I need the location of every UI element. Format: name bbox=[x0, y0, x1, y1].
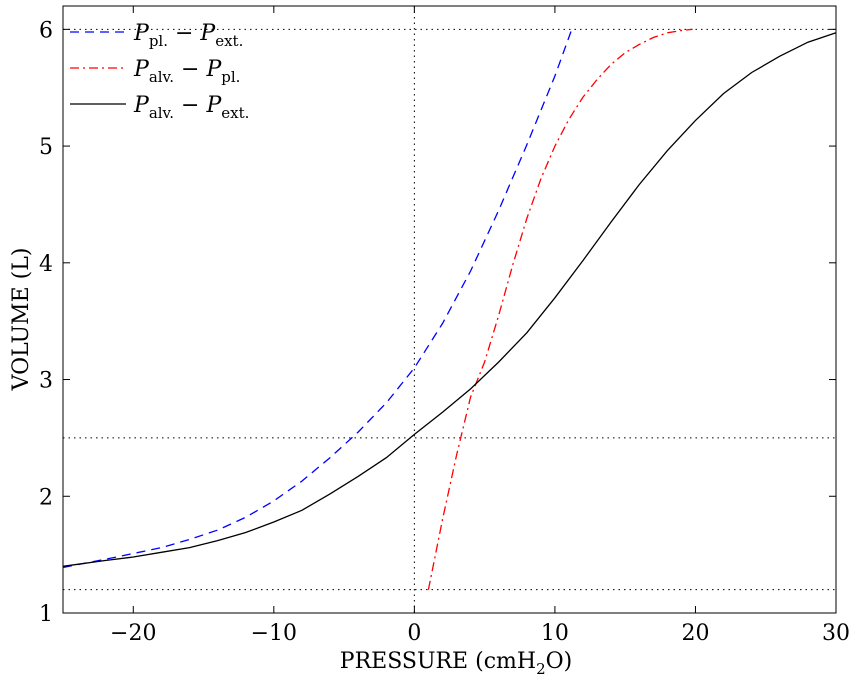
series-line-0 bbox=[62, 29, 573, 569]
legend: Ppl. − Pext. Palv. − Ppl. Palv. − Pext. bbox=[70, 21, 249, 122]
x-tick-label: −10 bbox=[251, 621, 297, 646]
series-group bbox=[62, 28, 837, 590]
x-tick-label: 10 bbox=[541, 621, 569, 646]
legend-label: Palv. − Pext. bbox=[133, 93, 249, 122]
y-tick-label: 3 bbox=[39, 369, 53, 394]
y-axis-label: VOLUME (L) bbox=[9, 248, 34, 392]
x-tick-label: 20 bbox=[681, 621, 709, 646]
y-tick-label: 6 bbox=[39, 18, 53, 43]
x-axis-label: PRESSURE (cmH2O) bbox=[340, 649, 572, 675]
legend-item: Palv. − Ppl. bbox=[70, 57, 240, 86]
y-tick-label: 2 bbox=[39, 485, 53, 510]
legend-label: Palv. − Ppl. bbox=[133, 57, 240, 86]
x-tick-label: −20 bbox=[110, 621, 156, 646]
axes-frame bbox=[62, 5, 837, 614]
y-tick-label: 5 bbox=[39, 135, 53, 160]
axes: −20 −10 0 10 20 30 1 2 3 4 5 6 bbox=[39, 5, 850, 646]
y-tick-label: 1 bbox=[39, 602, 53, 627]
y-tick-label: 4 bbox=[39, 252, 53, 277]
series-line-1 bbox=[427, 28, 693, 590]
legend-label: Ppl. − Pext. bbox=[133, 21, 243, 50]
x-tick-label: 30 bbox=[822, 621, 850, 646]
legend-item: Ppl. − Pext. bbox=[70, 21, 243, 50]
legend-item: Palv. − Pext. bbox=[70, 93, 249, 122]
x-tick-label: 0 bbox=[407, 621, 421, 646]
series-line-2 bbox=[62, 32, 837, 567]
